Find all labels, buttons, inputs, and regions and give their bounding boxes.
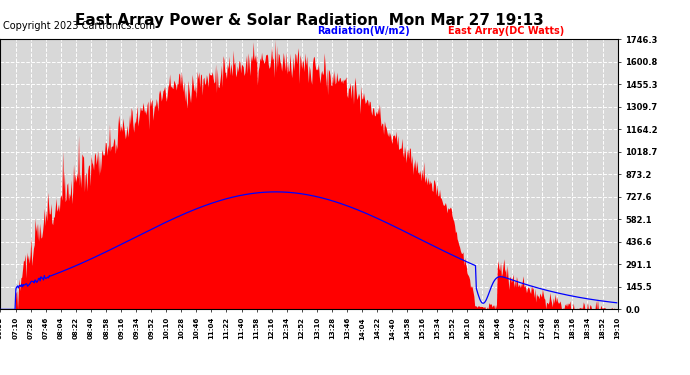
Text: East Array Power & Solar Radiation  Mon Mar 27 19:13: East Array Power & Solar Radiation Mon M… <box>75 13 544 28</box>
Text: Copyright 2023 Cartronics.com: Copyright 2023 Cartronics.com <box>3 21 155 31</box>
Text: East Array(DC Watts): East Array(DC Watts) <box>448 26 564 36</box>
Text: Radiation(W/m2): Radiation(W/m2) <box>317 26 410 36</box>
